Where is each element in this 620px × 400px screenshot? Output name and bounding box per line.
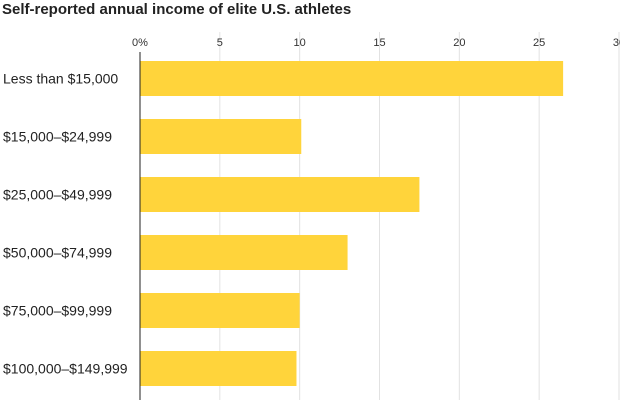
x-tick-label: 10: [294, 37, 306, 49]
bar: [140, 177, 420, 212]
x-tick-label: 15: [373, 37, 385, 49]
bar: [140, 351, 297, 386]
bar: [140, 293, 300, 328]
category-label: $100,000–$149,999: [3, 361, 128, 377]
category-label: $25,000–$49,999: [3, 187, 112, 203]
category-label: $15,000–$24,999: [3, 129, 112, 145]
category-label: $50,000–$74,999: [3, 245, 112, 261]
bar: [140, 119, 302, 154]
x-tick-label: 20: [453, 37, 465, 49]
x-axis-tick-labels: 0% 5 10 15 20 25 30: [132, 37, 620, 49]
bars: [140, 61, 564, 386]
x-tick-label: 0%: [132, 37, 148, 49]
bar: [140, 61, 564, 96]
x-tick-label: 25: [533, 37, 545, 49]
category-label: Less than $15,000: [3, 71, 118, 87]
x-tick-label: 30: [613, 37, 620, 49]
gridlines: [219, 32, 620, 400]
category-labels: Less than $15,000 $15,000–$24,999 $25,000–…: [3, 71, 128, 377]
category-label: $75,000–$99,999: [3, 303, 112, 319]
chart-title: Self-reported annual income of elite U.S…: [2, 1, 352, 18]
bar: [140, 235, 348, 270]
x-tick-label: 5: [217, 37, 223, 49]
